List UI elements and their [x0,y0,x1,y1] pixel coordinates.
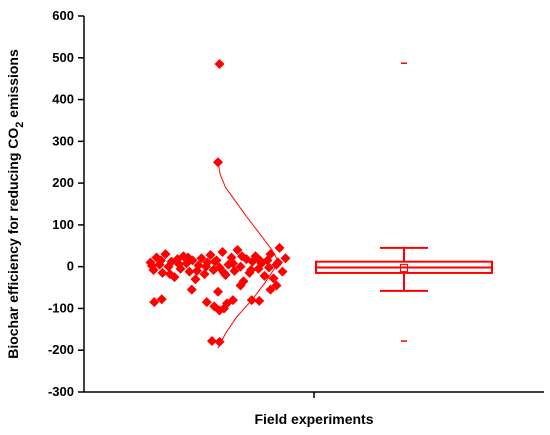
data-point [246,265,256,276]
data-point [207,336,217,347]
data-point [214,59,225,70]
y-tick-label: 0 [67,259,74,274]
data-point [192,265,202,276]
y-axis-title-main: Biochar efficiency for reducing CO [5,128,21,359]
data-point [268,273,279,284]
data-point [174,259,184,270]
y-tick-label: 300 [52,133,74,148]
data-point [165,269,175,280]
data-point [160,249,171,260]
y-axis-title-subscript: 2 [14,122,26,128]
y-axis: -300 -200 -100 0 100 200 300 400 500 600 [48,8,85,399]
data-point [217,247,228,258]
data-point [186,284,197,295]
data-point [271,280,282,291]
data-point [201,261,211,272]
x-axis [84,391,544,398]
data-point [237,251,247,262]
y-tick-label: -100 [48,300,74,315]
data-point [184,266,195,277]
data-point [156,294,167,305]
data-point [228,295,238,306]
distribution-curve [217,162,279,349]
data-point [201,297,212,308]
data-point [210,256,220,267]
data-point [232,244,243,255]
x-axis-title: Field experiments [254,411,373,427]
box-plot [315,62,493,342]
y-tick-label: -200 [48,342,74,357]
y-axis-title-suffix: emissions [5,49,21,122]
y-tick-label: 600 [52,8,74,23]
data-point [190,274,201,285]
data-point [219,267,229,278]
y-tick-label: -300 [48,384,74,399]
y-tick-label: 100 [52,217,74,232]
mean-marker [400,263,408,272]
data-point [280,253,291,264]
data-point [157,267,168,278]
data-point [265,284,276,295]
data-point [156,255,166,266]
y-axis-title: Biochar efficiency for reducing CO2 emis… [5,49,26,359]
data-point [199,269,210,280]
data-point [183,252,193,263]
data-point [196,253,207,264]
data-point [147,260,157,271]
scatter-series [145,59,291,347]
data-point [264,262,274,273]
y-tick-label: 200 [52,175,74,190]
data-point [205,249,216,260]
data-point [254,295,265,306]
data-point [235,280,246,291]
data-point [149,297,160,308]
data-point [274,242,285,253]
data-point [259,270,270,281]
y-tick-label: 500 [52,50,74,65]
data-point [235,261,246,272]
data-point [213,286,223,297]
data-point [277,266,288,277]
y-tick-label: 400 [52,92,74,107]
data-point [228,258,238,269]
data-point [229,265,240,276]
data-point [255,255,265,266]
